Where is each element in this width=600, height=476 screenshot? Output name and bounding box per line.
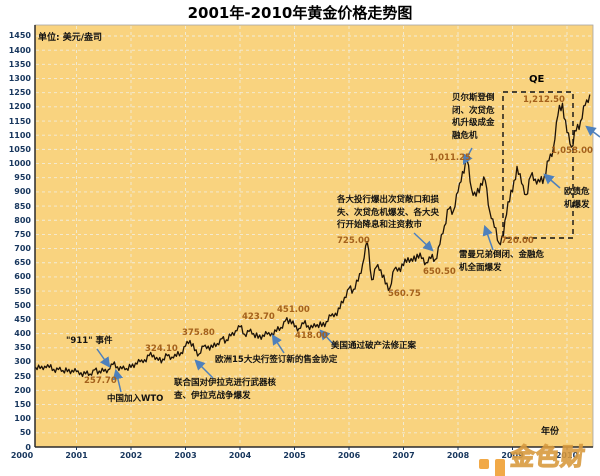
callout-arrow-3	[271, 334, 285, 354]
callout-arrow-4	[319, 329, 336, 347]
jinse-logo-icon	[479, 458, 506, 476]
callout-arrow-9	[585, 125, 600, 138]
callout-arrow-6	[462, 147, 473, 165]
watermark-text: 金色财经	[508, 442, 587, 471]
callout-arrow-5	[413, 232, 434, 252]
callout-arrow-2	[194, 359, 214, 379]
callout-arrow-1	[112, 368, 124, 393]
callout-arrow-8	[543, 173, 561, 189]
callout-arrow-7	[482, 224, 494, 251]
jinse-watermark: 金色财经	[479, 437, 600, 476]
callout-arrow-0	[96, 348, 111, 368]
